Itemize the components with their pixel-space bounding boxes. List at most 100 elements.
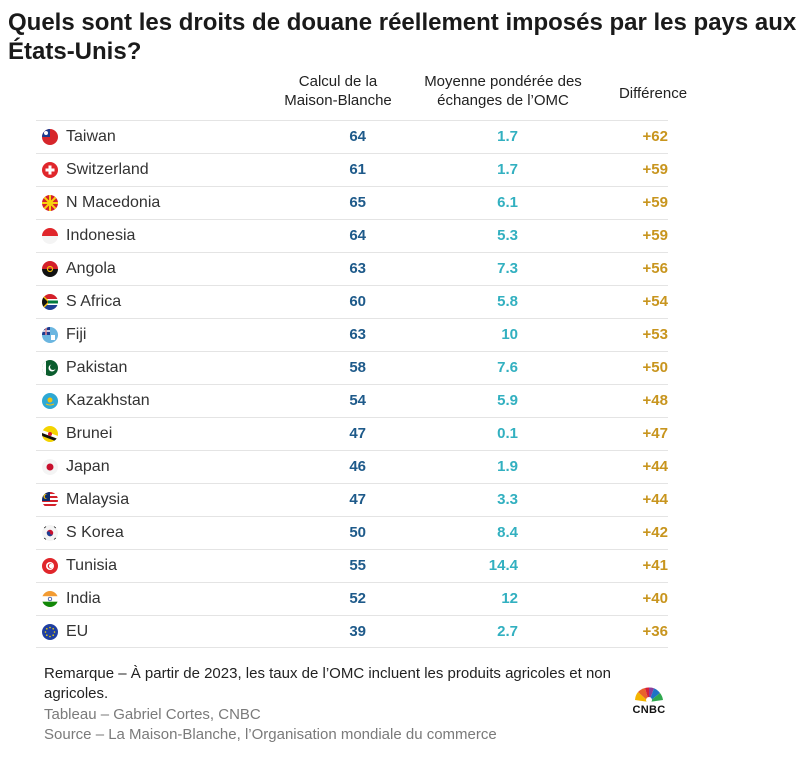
cnbc-logo-text: CNBC	[632, 704, 666, 716]
wto-value: 1.7	[497, 161, 518, 178]
table-row-indonesia: Indonesia 64 5.3 +59	[36, 219, 668, 252]
brunei-flag-icon	[42, 426, 58, 442]
country-label: Switzerland	[66, 161, 149, 178]
country-label: Pakistan	[66, 359, 128, 376]
tariff-table: Taiwan 64 1.7 +62 Switzerland 61 1.7 +59 N Maced…	[36, 120, 668, 648]
table-row-s-africa: S Africa 60 5.8 +54	[36, 285, 668, 318]
wto-value: 7.3	[497, 260, 518, 277]
country-label: Indonesia	[66, 227, 136, 244]
country-label: India	[66, 590, 101, 607]
table-row-kazakhstan: Kazakhstan 54 5.9 +48	[36, 384, 668, 417]
wto-value: 14.4	[488, 557, 518, 574]
table-row-taiwan: Taiwan 64 1.7 +62	[36, 120, 668, 153]
source-credit: Source – La Maison-Blanche, l’Organisati…	[44, 726, 497, 743]
wto-value: 7.6	[497, 359, 518, 376]
table-row-fiji: Fiji 63 10 +53	[36, 318, 668, 351]
table-row-malaysia: Malaysia 47 3.3 +44	[36, 483, 668, 516]
angola-flag-icon	[42, 261, 58, 277]
difference-value: +47	[642, 425, 668, 442]
difference-value: +56	[642, 260, 668, 277]
difference-value: +59	[642, 194, 668, 211]
white-house-value: 39	[349, 623, 366, 640]
table-row-angola: Angola 63 7.3 +56	[36, 252, 668, 285]
header-wto-line2: échanges de l’OMC	[437, 92, 569, 109]
difference-value: +53	[642, 326, 668, 343]
difference-value: +42	[642, 524, 668, 541]
difference-value: +59	[642, 161, 668, 178]
difference-value: +40	[642, 590, 668, 607]
country-label: Fiji	[66, 326, 87, 343]
chart-title: Quels sont les droits de douane réelleme…	[8, 9, 797, 65]
white-house-value: 54	[349, 392, 366, 409]
white-house-value: 47	[349, 425, 366, 442]
difference-value: +44	[642, 491, 668, 508]
white-house-value: 64	[349, 128, 366, 145]
table-row-eu: EU 39 2.7 +36	[36, 615, 668, 648]
north-macedonia-flag-icon	[42, 195, 58, 211]
footnote: Remarque – À partir de 2023, les taux de…	[44, 665, 611, 702]
country-label: Brunei	[66, 425, 113, 442]
country-label: Japan	[66, 458, 110, 475]
white-house-value: 60	[349, 293, 366, 310]
header-wto-line1: Moyenne pondérée des	[424, 73, 582, 90]
table-row-n-macedonia: N Macedonia 65 6.1 +59	[36, 186, 668, 219]
country-label: Angola	[66, 260, 116, 277]
difference-value: +50	[642, 359, 668, 376]
country-label: EU	[66, 623, 89, 640]
japan-flag-icon	[42, 459, 58, 475]
wto-value: 2.7	[497, 623, 518, 640]
wto-value: 10	[501, 326, 518, 343]
white-house-value: 63	[349, 326, 366, 343]
difference-value: +62	[642, 128, 668, 145]
white-house-value: 47	[349, 491, 366, 508]
header-difference: Différence	[618, 85, 688, 102]
difference-value: +44	[642, 458, 668, 475]
difference-value: +41	[642, 557, 668, 574]
wto-value: 5.3	[497, 227, 518, 244]
south-africa-flag-icon	[42, 294, 58, 310]
header-white-house: Calcul de la Maison-Blanche	[268, 72, 408, 110]
table-row-pakistan: Pakistan 58 7.6 +50	[36, 351, 668, 384]
table-row-brunei: Brunei 47 0.1 +47	[36, 417, 668, 450]
white-house-value: 63	[349, 260, 366, 277]
white-house-value: 55	[349, 557, 366, 574]
header-white-house-line1: Calcul de la	[298, 73, 378, 90]
table-credit: Tableau – Gabriel Cortes, CNBC	[44, 706, 261, 723]
white-house-value: 50	[349, 524, 366, 541]
table-row-india: India 52 12 +40	[36, 582, 668, 615]
table-row-japan: Japan 46 1.9 +44	[36, 450, 668, 483]
wto-value: 0.1	[497, 425, 518, 442]
white-house-value: 64	[349, 227, 366, 244]
wto-value: 12	[501, 590, 518, 607]
white-house-value: 61	[349, 161, 366, 178]
difference-value: +48	[642, 392, 668, 409]
wto-value: 1.9	[497, 458, 518, 475]
wto-value: 5.8	[497, 293, 518, 310]
white-house-value: 58	[349, 359, 366, 376]
tunisia-flag-icon	[42, 558, 58, 574]
table-row-switzerland: Switzerland 61 1.7 +59	[36, 153, 668, 186]
white-house-value: 52	[349, 590, 366, 607]
difference-value: +59	[642, 227, 668, 244]
table-row-s-korea: S Korea 50 8.4 +42	[36, 516, 668, 549]
switzerland-flag-icon	[42, 162, 58, 178]
cnbc-peacock-logo-icon	[635, 687, 663, 703]
table-row-tunisia: Tunisia 55 14.4 +41	[36, 549, 668, 582]
difference-value: +36	[642, 623, 668, 640]
wto-value: 3.3	[497, 491, 518, 508]
south-korea-flag-icon	[42, 525, 58, 541]
country-label: Tunisia	[66, 557, 117, 574]
wto-value: 8.4	[497, 524, 518, 541]
white-house-value: 46	[349, 458, 366, 475]
country-label: Taiwan	[66, 128, 116, 145]
indonesia-flag-icon	[42, 228, 58, 244]
wto-value: 1.7	[497, 128, 518, 145]
header-white-house-line2: Maison-Blanche	[284, 92, 392, 109]
white-house-value: 65	[349, 194, 366, 211]
pakistan-flag-icon	[42, 360, 58, 376]
malaysia-flag-icon	[42, 492, 58, 508]
fiji-flag-icon	[42, 327, 58, 343]
header-wto: Moyenne pondérée des échanges de l’OMC	[408, 72, 598, 110]
country-label: S Africa	[66, 293, 122, 310]
country-label: Kazakhstan	[66, 392, 150, 409]
